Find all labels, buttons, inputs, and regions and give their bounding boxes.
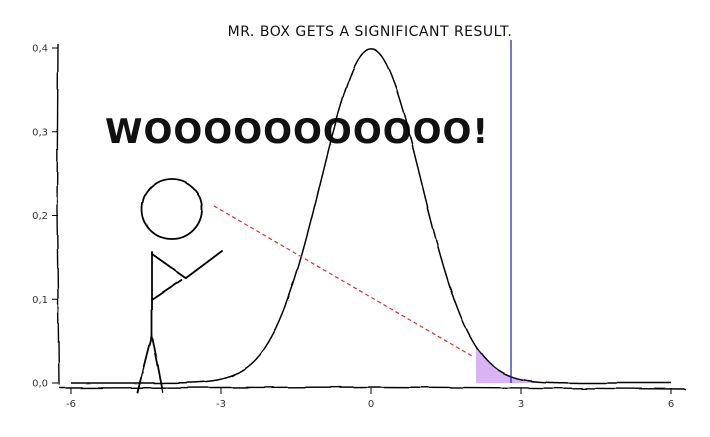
y-tick-label: 0,4 [32, 44, 48, 55]
x-tick-label: -6 [66, 399, 76, 410]
stick-figure-leg-right [151, 335, 164, 393]
stick-figure-arm-lower [151, 279, 183, 301]
y-tick-label: 0,3 [32, 127, 48, 138]
x-tick-label: 0 [368, 399, 374, 410]
y-tick-label: 0,0 [32, 379, 48, 390]
pointer-layer [213, 205, 473, 357]
axis-layer [56, 43, 687, 390]
normal-curve-line [71, 48, 671, 384]
x-axis-line [58, 386, 687, 390]
stick-figure-arm-right [185, 250, 223, 279]
stick-figure-head [141, 178, 203, 240]
shaded-tail-region [476, 346, 671, 383]
chart-title: MR. BOX GETS A SIGNIFICANT RESULT. [228, 24, 513, 40]
x-tick-label: 6 [668, 399, 674, 410]
annotation-text: WOOOOOOOOOOO! [105, 112, 489, 152]
stick-figure-arm-left [151, 253, 187, 279]
x-tick-label: -3 [216, 399, 226, 410]
stick-figure [137, 178, 223, 393]
curve-layer [71, 48, 671, 384]
stick-figure-leg-left [137, 335, 153, 393]
y-tick-label: 0,2 [32, 211, 48, 222]
y-axis-line [56, 43, 60, 386]
dashed-pointer-line [213, 205, 473, 357]
x-tick-label: 3 [518, 399, 524, 410]
x-tick-layer: -6 -3 0 3 6 [66, 388, 674, 410]
y-tick-layer: 0,0 0,1 0,2 0,3 0,4 [32, 44, 58, 390]
y-tick-label: 0,1 [32, 295, 48, 306]
shaded-region-layer [476, 346, 671, 383]
